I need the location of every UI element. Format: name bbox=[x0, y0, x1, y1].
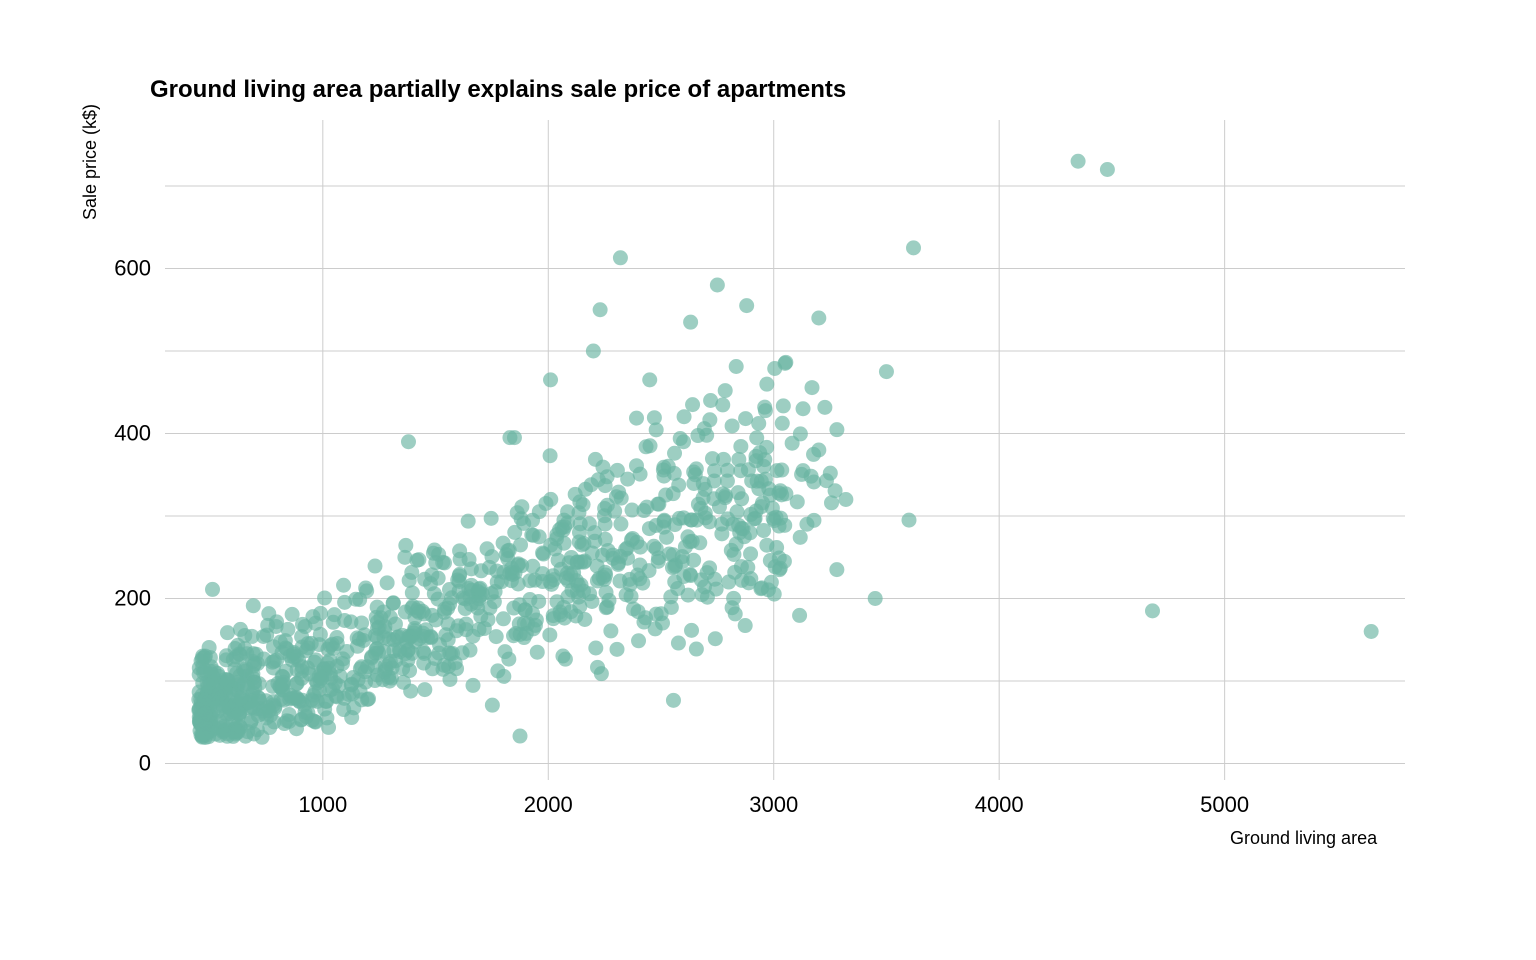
y-tick-label: 400 bbox=[114, 421, 151, 446]
x-tick-label: 3000 bbox=[749, 792, 798, 817]
plot-svg: 1000 2000 3000 4000 5000 0 200 400 600 bbox=[0, 0, 1536, 960]
y-tick-label: 200 bbox=[114, 586, 151, 611]
scatter-chart: Ground living area partially explains sa… bbox=[0, 0, 1536, 960]
x-tick-label: 2000 bbox=[524, 792, 573, 817]
scatter-points bbox=[191, 154, 1378, 745]
x-tick-label: 5000 bbox=[1200, 792, 1249, 817]
y-tick-label: 0 bbox=[139, 751, 151, 776]
x-tick-label: 4000 bbox=[975, 792, 1024, 817]
y-tick-label: 600 bbox=[114, 256, 151, 281]
x-tick-label: 1000 bbox=[298, 792, 347, 817]
